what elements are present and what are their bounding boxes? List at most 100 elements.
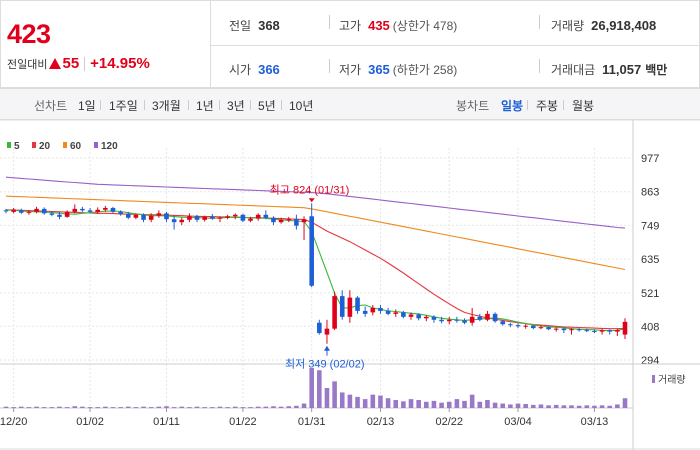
volume-bar [72, 406, 78, 408]
volume-bar [202, 407, 207, 409]
tab-10y[interactable]: 10년 [289, 99, 314, 113]
candle-body [477, 316, 483, 320]
divider [527, 100, 528, 110]
chart-tabs-bar: 선차트 1일 1주일 3개월 1년 3년 5년 10년 봉차트 일봉 주봉 월봉 [0, 88, 700, 120]
legend-swatch [32, 142, 36, 148]
candle-body [34, 208, 39, 212]
candle-body [3, 210, 9, 212]
stats-panel: 전일 368 고가 435 (상한가 478) 거래량 26,918,408 시… [211, 1, 699, 89]
tab-3m[interactable]: 3개월 [152, 99, 181, 113]
current-price: 423 [7, 19, 51, 49]
divider [329, 59, 330, 73]
legend-swatch [94, 142, 98, 148]
volume-bar [294, 405, 299, 408]
stat-open: 시가 366 [229, 61, 280, 78]
candle-body [446, 319, 452, 322]
volume-bar [18, 406, 24, 408]
stock-chart[interactable]: 977 863 749 635 521 408 294 5 20 60 120 최고 824 (01/… [0, 119, 700, 450]
change-percent: +14.95% [90, 55, 150, 72]
tab-1d[interactable]: 1일 [78, 99, 96, 113]
x-tick-label: 03/04 [504, 416, 532, 428]
x-tick-label: 01/11 [153, 416, 180, 428]
divider [219, 100, 220, 110]
volume-bar [576, 405, 582, 408]
divider [250, 100, 251, 110]
tab-weekly[interactable]: 주봉 [536, 99, 559, 113]
volume-bar [240, 407, 246, 409]
stat-label: 전일 [229, 19, 252, 33]
volume-bar [569, 405, 574, 408]
volume-bar [118, 407, 123, 409]
volume-bar [171, 407, 177, 409]
y-tick-label: 635 [641, 254, 659, 266]
volume-bar [607, 405, 613, 408]
candle-body [103, 207, 108, 210]
candle-body [355, 297, 360, 311]
volume-bar [408, 399, 414, 408]
divider [329, 15, 330, 29]
volume-bar [477, 401, 483, 408]
candle-body [18, 210, 24, 213]
chart-svg[interactable]: 977 863 749 635 521 408 294 5 20 60 120 최고 824 (01/… [0, 119, 700, 450]
volume-bar [393, 400, 399, 408]
volume-bar [57, 406, 62, 408]
volume-bar [248, 407, 253, 409]
legend-swatch [63, 142, 67, 148]
volume-bar [546, 405, 551, 408]
candle-body [141, 214, 146, 220]
volume-bar [538, 404, 544, 408]
divider [100, 100, 101, 110]
candle-body [607, 330, 613, 332]
y-tick-label: 294 [641, 355, 659, 367]
volume-bar [179, 406, 185, 408]
x-tick-label: 02/22 [435, 416, 463, 428]
candle-body [454, 319, 460, 321]
candle-body [57, 214, 62, 217]
candle-body [385, 310, 391, 314]
candle-body [324, 328, 330, 335]
stat-label: 시가 [229, 63, 252, 77]
volume-bar [41, 407, 47, 409]
candle-body [469, 316, 475, 323]
tab-1w[interactable]: 1주일 [109, 99, 138, 113]
tab-5y[interactable]: 5년 [258, 99, 276, 113]
volume-bar [599, 405, 605, 408]
candle-body [87, 210, 93, 212]
volume-bar [431, 400, 437, 408]
tab-1y[interactable]: 1년 [196, 99, 214, 113]
candle-body [240, 214, 246, 221]
ma120-line [5, 176, 626, 229]
candle-body [80, 208, 85, 211]
candle-body [424, 316, 429, 319]
volume-bar [80, 406, 85, 408]
candle-body [156, 213, 162, 216]
candle-body [492, 313, 498, 322]
stat-label: 거래대금 [551, 63, 596, 77]
x-tick-label: 01/31 [298, 416, 326, 428]
volume-bar [416, 400, 421, 408]
tab-monthly[interactable]: 월봉 [572, 99, 595, 113]
volume-bar [523, 404, 528, 408]
volume-bar [133, 407, 139, 409]
tab-3y[interactable]: 3년 [227, 99, 245, 113]
candle-body [210, 216, 215, 219]
x-tick-label: 12/20 [0, 416, 27, 428]
stat-value: 365 [368, 62, 390, 77]
volume-bar [355, 396, 360, 408]
x-tick-label: 02/13 [367, 416, 395, 428]
stat-label: 고가 [339, 19, 362, 33]
candle-body [248, 218, 253, 221]
divider [539, 59, 540, 73]
candle-body [523, 325, 528, 327]
volume-bar [278, 406, 284, 408]
volume-bar [34, 406, 39, 408]
candle-body [171, 219, 177, 223]
up-triangle-icon [49, 58, 62, 69]
quote-header: 423 전일대비 55 +14.95% 전일 368 고가 435 (상한가 4… [0, 0, 700, 89]
tab-daily[interactable]: 일봉 [501, 99, 524, 113]
candle-body [133, 214, 139, 218]
candle-body [561, 328, 567, 331]
volume-bar [622, 398, 628, 408]
candle-body [294, 219, 299, 226]
volume-bar [194, 406, 200, 408]
